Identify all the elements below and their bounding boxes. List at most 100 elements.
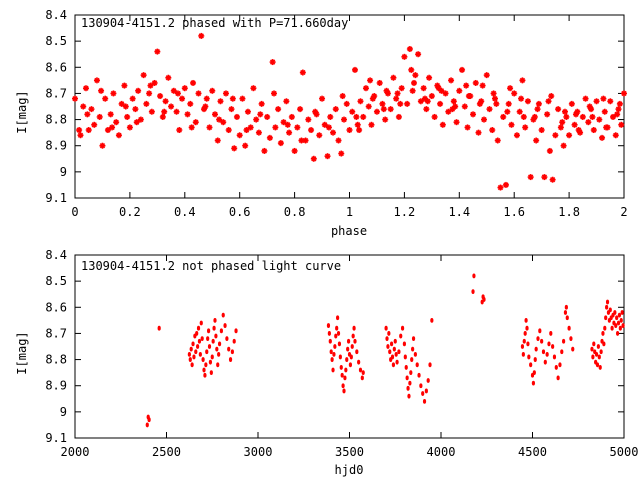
data-point-phased xyxy=(450,98,457,105)
data-point-unphased xyxy=(217,341,222,347)
data-point-phased xyxy=(367,77,374,84)
data-point-phased xyxy=(524,98,531,105)
data-point-unphased xyxy=(565,315,569,321)
data-point-unphased xyxy=(346,346,350,352)
data-point-unphased xyxy=(598,365,602,370)
data-point-phased xyxy=(147,82,154,89)
data-point-phased xyxy=(486,106,493,113)
data-point-unphased xyxy=(558,362,562,368)
data-point-phased xyxy=(170,87,177,94)
data-point-unphased xyxy=(605,304,609,310)
data-point-unphased xyxy=(202,367,206,373)
data-point-unphased xyxy=(404,365,408,370)
data-point-unphased xyxy=(590,346,594,352)
data-point-phased xyxy=(483,72,490,79)
data-point-phased xyxy=(500,113,507,120)
data-point-phased xyxy=(85,127,92,134)
data-point-phased xyxy=(284,121,291,128)
data-point-unphased xyxy=(405,375,409,381)
data-point-unphased xyxy=(400,325,405,331)
data-point-phased xyxy=(593,98,600,105)
data-point-unphased xyxy=(195,331,199,336)
data-point-unphased xyxy=(336,331,341,336)
plot-frame-unphased xyxy=(74,254,625,439)
data-point-phased xyxy=(527,174,534,181)
data-point-phased xyxy=(82,85,89,92)
data-point-phased xyxy=(310,155,317,162)
data-point-phased xyxy=(507,85,514,92)
data-point-unphased xyxy=(526,341,530,347)
data-point-phased xyxy=(225,127,232,134)
x-tick-label-phased: 0.4 xyxy=(174,205,196,219)
data-point-phased xyxy=(269,59,276,66)
data-point-phased xyxy=(409,87,416,94)
data-point-phased xyxy=(312,108,319,115)
data-point-phased xyxy=(107,111,114,118)
data-point-phased xyxy=(408,66,415,73)
data-point-phased xyxy=(113,119,120,126)
data-point-phased xyxy=(511,90,518,97)
data-point-unphased xyxy=(523,331,527,336)
data-point-phased xyxy=(555,106,562,113)
data-point-phased xyxy=(137,116,144,123)
data-point-unphased xyxy=(338,354,342,360)
data-point-phased xyxy=(470,111,477,118)
data-point-phased xyxy=(585,119,592,126)
data-point-unphased xyxy=(328,338,332,344)
data-point-unphased xyxy=(417,372,421,378)
data-point-phased xyxy=(214,137,221,144)
data-point-phased xyxy=(146,90,153,97)
data-point-phased xyxy=(596,116,603,123)
chart-title-phased: 130904-4151.2 phased with P=71.660day xyxy=(81,16,348,30)
data-point-unphased xyxy=(524,317,528,323)
data-point-phased xyxy=(415,51,422,58)
data-point-unphased xyxy=(410,357,414,362)
data-point-phased xyxy=(220,119,227,126)
x-tick-label-phased: 1.4 xyxy=(448,205,470,219)
y-tick-label-phased: 9.1 xyxy=(45,191,67,205)
data-point-unphased xyxy=(567,325,571,331)
data-point-phased xyxy=(339,93,346,100)
data-point-unphased xyxy=(201,357,205,362)
data-point-phased xyxy=(133,119,140,126)
data-point-unphased xyxy=(339,365,343,370)
data-point-phased xyxy=(472,79,479,86)
data-point-unphased xyxy=(331,367,335,373)
data-point-unphased xyxy=(147,417,151,423)
data-point-phased xyxy=(369,95,376,102)
data-point-phased xyxy=(243,127,250,134)
data-point-phased xyxy=(508,121,515,128)
data-point-unphased xyxy=(419,383,423,389)
data-point-unphased xyxy=(340,372,344,378)
data-point-phased xyxy=(406,45,413,52)
data-point-unphased xyxy=(390,354,395,360)
data-point-unphased xyxy=(350,344,354,349)
data-point-phased xyxy=(519,77,526,84)
data-point-phased xyxy=(479,82,486,89)
data-point-phased xyxy=(253,116,260,123)
data-point-phased xyxy=(439,121,446,128)
data-point-phased xyxy=(481,116,488,123)
data-point-unphased xyxy=(424,388,428,394)
data-point-unphased xyxy=(592,341,596,347)
data-point-phased xyxy=(445,108,452,115)
data-point-phased xyxy=(368,121,375,128)
data-point-phased xyxy=(122,103,129,110)
data-point-phased xyxy=(353,113,360,120)
data-point-phased xyxy=(490,90,497,97)
data-point-phased xyxy=(373,108,380,115)
data-point-phased xyxy=(242,142,249,149)
data-point-unphased xyxy=(348,362,353,368)
data-point-phased xyxy=(535,100,542,107)
data-point-unphased xyxy=(387,331,391,336)
data-point-phased xyxy=(72,95,78,102)
data-point-phased xyxy=(582,95,589,102)
data-point-phased xyxy=(76,127,83,134)
data-point-phased xyxy=(614,111,621,118)
data-point-unphased xyxy=(388,349,392,355)
data-point-phased xyxy=(518,95,525,102)
data-point-phased xyxy=(610,113,617,120)
data-point-phased xyxy=(351,66,358,73)
data-point-phased xyxy=(423,106,430,113)
